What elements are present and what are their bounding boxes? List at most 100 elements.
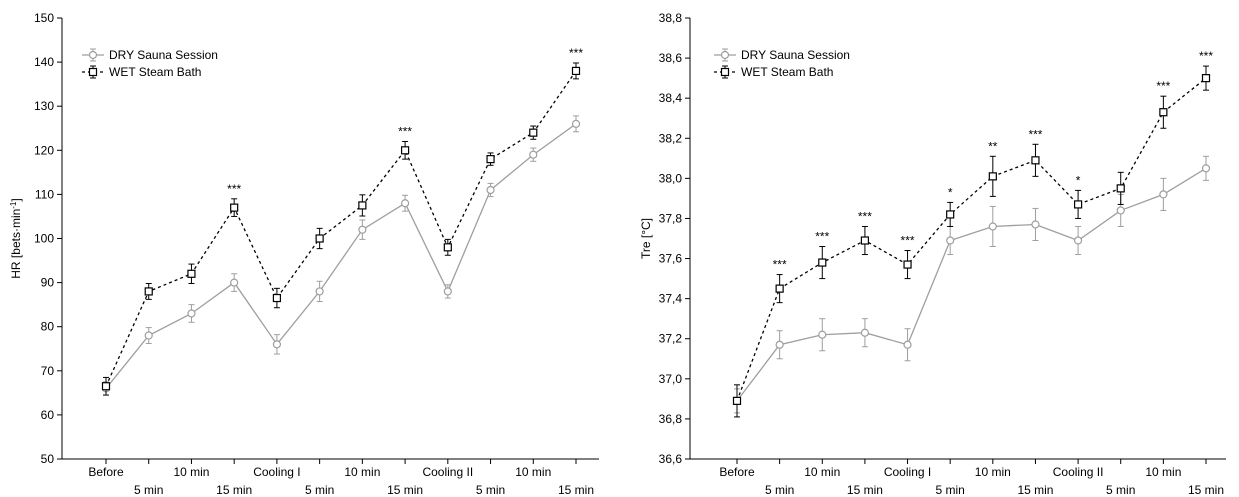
legend-marker-circle xyxy=(720,50,730,60)
data-point-circle xyxy=(903,340,912,349)
y-tick-label: 38,0 xyxy=(659,171,683,185)
significance-label: *** xyxy=(901,234,915,248)
data-point-square xyxy=(443,243,452,252)
data-point-square xyxy=(860,236,870,245)
x-tick-label: 15 min xyxy=(1188,483,1224,497)
series-line xyxy=(736,77,1207,402)
data-point-circle xyxy=(775,340,784,349)
x-tick-label: 15 min xyxy=(847,483,883,497)
y-tick-label: 50 xyxy=(41,452,55,466)
y-tick-label: 70 xyxy=(41,364,55,378)
data-point-circle xyxy=(818,330,827,339)
x-tick-label: 5 min xyxy=(1106,483,1135,497)
y-tick-label: 100 xyxy=(34,232,54,246)
data-point-square xyxy=(775,284,784,293)
legend-label: DRY Sauna Session xyxy=(109,48,218,62)
x-tick-label: 15 min xyxy=(387,483,423,497)
data-point-square xyxy=(101,382,111,391)
data-point-circle xyxy=(400,199,410,208)
data-point-circle xyxy=(1201,164,1211,173)
x-tick-label: 10 min xyxy=(804,465,840,479)
x-tick-label: 5 min xyxy=(476,483,505,497)
data-point-square xyxy=(187,269,196,278)
x-tick-label: Cooling II xyxy=(1053,465,1104,479)
x-tick-label: 15 min xyxy=(1017,483,1053,497)
y-tick-label: 36,6 xyxy=(659,452,683,466)
y-tick-label: 38,2 xyxy=(659,131,683,145)
data-point-circle xyxy=(1073,236,1083,245)
data-point-square xyxy=(1031,156,1040,165)
data-point-square xyxy=(529,128,538,137)
x-tick-label: Before xyxy=(719,465,755,479)
data-point-square xyxy=(1116,184,1125,193)
y-axis-title-superscript: -1 xyxy=(9,201,18,209)
data-point-square xyxy=(571,66,581,76)
y-tick-label: 60 xyxy=(41,408,55,422)
significance-label: *** xyxy=(227,182,241,196)
data-point-square xyxy=(144,287,153,296)
series-line xyxy=(105,123,577,389)
data-point-square xyxy=(358,201,367,210)
x-tick-label: 10 min xyxy=(975,465,1011,479)
significance-label: * xyxy=(948,185,953,199)
y-axis-title: Tre [°C] xyxy=(639,218,653,259)
data-point-circle xyxy=(1159,190,1168,199)
data-point-square xyxy=(1159,108,1168,117)
significance-label: *** xyxy=(398,124,412,138)
x-tick-label: 5 min xyxy=(936,483,965,497)
data-point-square xyxy=(272,293,282,303)
data-point-circle xyxy=(529,150,538,159)
y-tick-label: 38,4 xyxy=(659,91,683,105)
data-point-circle xyxy=(1031,220,1040,229)
data-point-square xyxy=(818,258,827,267)
y-tick-label: 90 xyxy=(41,276,55,290)
legend-label: WET Steam Bath xyxy=(741,65,833,79)
data-point-circle xyxy=(144,331,153,340)
y-axis-title-end: ] xyxy=(9,198,23,201)
x-tick-label: 5 min xyxy=(765,483,794,497)
data-point-circle xyxy=(486,185,495,195)
y-tick-label: 37,2 xyxy=(659,332,683,346)
data-point-circle xyxy=(1116,206,1125,215)
data-point-circle xyxy=(443,287,452,296)
y-axis-title: HR [bets·min-1] xyxy=(9,198,24,278)
y-tick-label: 38,6 xyxy=(659,51,683,65)
series-line xyxy=(736,167,1207,402)
y-tick-label: 37,4 xyxy=(659,292,683,306)
tre-chart: 36,6 36,8 37,0 37,2 37,4 37,6 37,8 38,0 38,2 38,4… xyxy=(639,11,1226,497)
significance-label: * xyxy=(1076,173,1081,187)
data-point-circle xyxy=(860,328,870,337)
data-point-circle xyxy=(988,222,997,231)
y-tick-label: 36,8 xyxy=(659,412,683,426)
x-tick-label: 5 min xyxy=(134,483,163,497)
y-tick-label: 80 xyxy=(41,320,55,334)
significance-label: ** xyxy=(988,139,998,153)
x-tick-label: 10 min xyxy=(344,465,380,479)
x-tick-label: 15 min xyxy=(558,483,594,497)
x-tick-label: Cooling I xyxy=(253,465,300,479)
y-tick-label: 37,6 xyxy=(659,252,683,266)
data-point-square xyxy=(486,155,495,164)
x-tick-label: 10 min xyxy=(515,465,551,479)
x-tick-label: 15 min xyxy=(216,483,252,497)
significance-label: *** xyxy=(1199,49,1213,63)
y-tick-label: 140 xyxy=(34,55,54,69)
data-point-circle xyxy=(571,119,581,128)
data-point-square xyxy=(988,172,997,181)
significance-label: *** xyxy=(773,258,787,272)
data-point-circle xyxy=(272,340,282,349)
data-point-square xyxy=(400,146,410,155)
data-point-circle xyxy=(946,236,955,245)
data-point-circle xyxy=(187,309,196,318)
significance-label: *** xyxy=(815,230,829,244)
data-point-square xyxy=(946,210,955,219)
legend-label: DRY Sauna Session xyxy=(741,48,850,62)
y-tick-label: 120 xyxy=(34,143,54,157)
significance-label: *** xyxy=(1028,127,1042,141)
legend-marker-square xyxy=(88,67,98,77)
significance-label: *** xyxy=(1156,79,1170,93)
data-point-square xyxy=(315,234,324,243)
legend-marker-square xyxy=(720,67,730,77)
data-point-square xyxy=(230,203,239,212)
x-tick-label: 10 min xyxy=(1145,465,1181,479)
